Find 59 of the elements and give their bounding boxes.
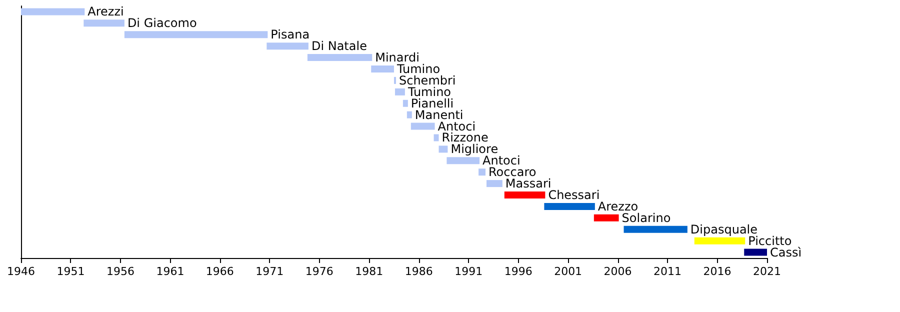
y-tick-label: Migliore: [450, 142, 498, 156]
bar: [394, 88, 405, 96]
bar: [446, 157, 480, 164]
y-tick-label: Massari: [505, 176, 552, 191]
y-tick-label: Tumino: [396, 62, 440, 76]
y-tick-label: Minardi: [375, 50, 420, 65]
x-tick-label: 2001: [554, 265, 582, 278]
y-tick-label: Antoci: [438, 119, 476, 134]
x-tick-label: 2021: [753, 265, 781, 278]
x-tick-label: 1971: [256, 265, 284, 278]
bar: [124, 31, 268, 38]
x-tick-label: 1996: [504, 265, 532, 278]
bar: [410, 122, 435, 130]
bar: [402, 100, 408, 107]
x-tick-label: 1976: [305, 265, 334, 278]
x-tick-label: 1991: [454, 265, 483, 278]
y-tick-label: Cassì: [770, 245, 802, 260]
bar: [504, 192, 546, 198]
x-tick-label: 1966: [206, 265, 234, 278]
x-tick-label: 1951: [56, 265, 85, 278]
y-tick-label: Piccitto: [748, 234, 792, 248]
bar: [307, 54, 372, 62]
bar: [744, 248, 767, 256]
y-tick-label: Solarino: [622, 210, 671, 225]
y-tick-label: Tumino: [406, 84, 452, 99]
bar: [594, 214, 619, 222]
bar: [478, 168, 486, 176]
x-tick-label: 2011: [654, 265, 682, 278]
x-tick-label: 1946: [7, 265, 35, 278]
x-tick-label: 1961: [156, 265, 184, 278]
x-tick-label: 1981: [355, 265, 384, 278]
x-tick-label: 1986: [404, 265, 433, 278]
x-tick-label: 2016: [703, 265, 732, 278]
bar: [438, 146, 448, 153]
y-tick-label: Rizzone: [442, 130, 488, 145]
y-tick-label: Chessari: [548, 188, 600, 202]
bar: [624, 226, 688, 233]
x-tick-label: 1956: [106, 265, 134, 278]
y-tick-label: Di Natale: [311, 39, 367, 54]
bar: [694, 237, 746, 244]
y-tick-label: Arezzo: [598, 199, 638, 214]
bar: [266, 42, 308, 50]
y-tick-label: Dipasquale: [690, 222, 758, 236]
y-tick-label: Arezzi: [88, 4, 124, 19]
y-tick-label: Di Giacomo: [127, 16, 197, 30]
x-tick-label: 2006: [604, 265, 632, 278]
y-tick-label: Schembri: [398, 73, 456, 88]
bar: [544, 202, 595, 210]
bar: [434, 134, 439, 142]
bar: [406, 111, 412, 118]
bar: [371, 66, 394, 72]
y-tick-label: Manenti: [414, 108, 464, 122]
y-tick-label: Pianelli: [410, 96, 454, 110]
y-tick-label: Antoci: [482, 154, 520, 168]
y-tick-label: Roccaro: [488, 165, 536, 180]
bar: [486, 180, 502, 188]
y-tick-label: Pisana: [270, 28, 310, 42]
bar: [21, 8, 85, 16]
bar: [84, 20, 124, 27]
